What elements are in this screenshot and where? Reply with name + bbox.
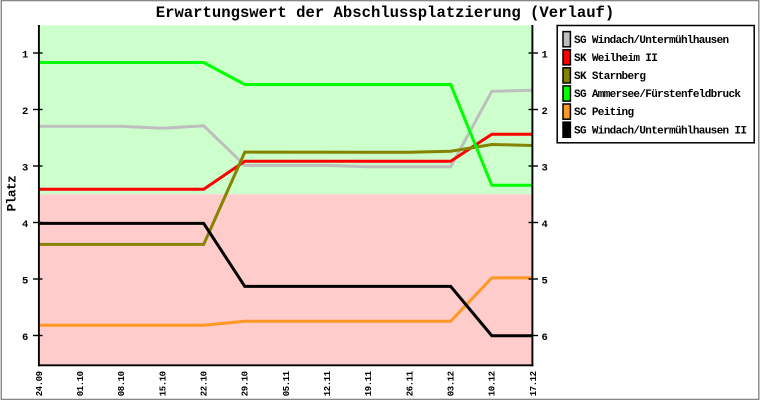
svg-text:03.12: 03.12	[447, 371, 457, 396]
svg-text:4: 4	[22, 219, 28, 231]
svg-text:24.09: 24.09	[35, 371, 45, 396]
svg-text:05.11: 05.11	[282, 370, 292, 396]
svg-text:SG Windach/Untermühlhausen: SG Windach/Untermühlhausen	[574, 35, 729, 47]
svg-text:01.10: 01.10	[76, 371, 86, 396]
svg-text:19.11: 19.11	[364, 370, 374, 396]
svg-text:SC Peiting: SC Peiting	[574, 107, 633, 119]
svg-text:2: 2	[542, 106, 548, 118]
svg-text:22.10: 22.10	[200, 371, 210, 396]
svg-text:17.12: 17.12	[529, 371, 539, 396]
svg-text:6: 6	[22, 332, 28, 344]
svg-text:3: 3	[22, 162, 28, 174]
svg-text:Platz: Platz	[5, 176, 20, 212]
svg-text:10.12: 10.12	[488, 371, 498, 396]
svg-text:SK Starnberg: SK Starnberg	[574, 71, 645, 83]
svg-text:08.10: 08.10	[117, 371, 127, 396]
svg-text:SG Ammersee/Fürstenfeldbruck: SG Ammersee/Fürstenfeldbruck	[574, 89, 741, 101]
svg-text:12.11: 12.11	[323, 370, 333, 396]
svg-text:SG Windach/Untermühlhausen II: SG Windach/Untermühlhausen II	[574, 125, 746, 137]
svg-text:15.10: 15.10	[158, 371, 168, 396]
svg-text:SK Weilheim II: SK Weilheim II	[574, 53, 657, 65]
svg-text:5: 5	[542, 275, 548, 287]
svg-text:1: 1	[22, 49, 28, 61]
svg-text:6: 6	[542, 332, 548, 344]
svg-text:26.11: 26.11	[405, 370, 415, 396]
svg-text:2: 2	[22, 106, 28, 118]
svg-text:5: 5	[22, 275, 28, 287]
svg-text:4: 4	[542, 219, 548, 231]
svg-text:1: 1	[542, 49, 548, 61]
svg-text:Erwartungswert der Abschlusspl: Erwartungswert der Abschlussplatzierung …	[156, 4, 615, 22]
svg-text:29.10: 29.10	[241, 371, 251, 396]
svg-text:3: 3	[542, 162, 548, 174]
